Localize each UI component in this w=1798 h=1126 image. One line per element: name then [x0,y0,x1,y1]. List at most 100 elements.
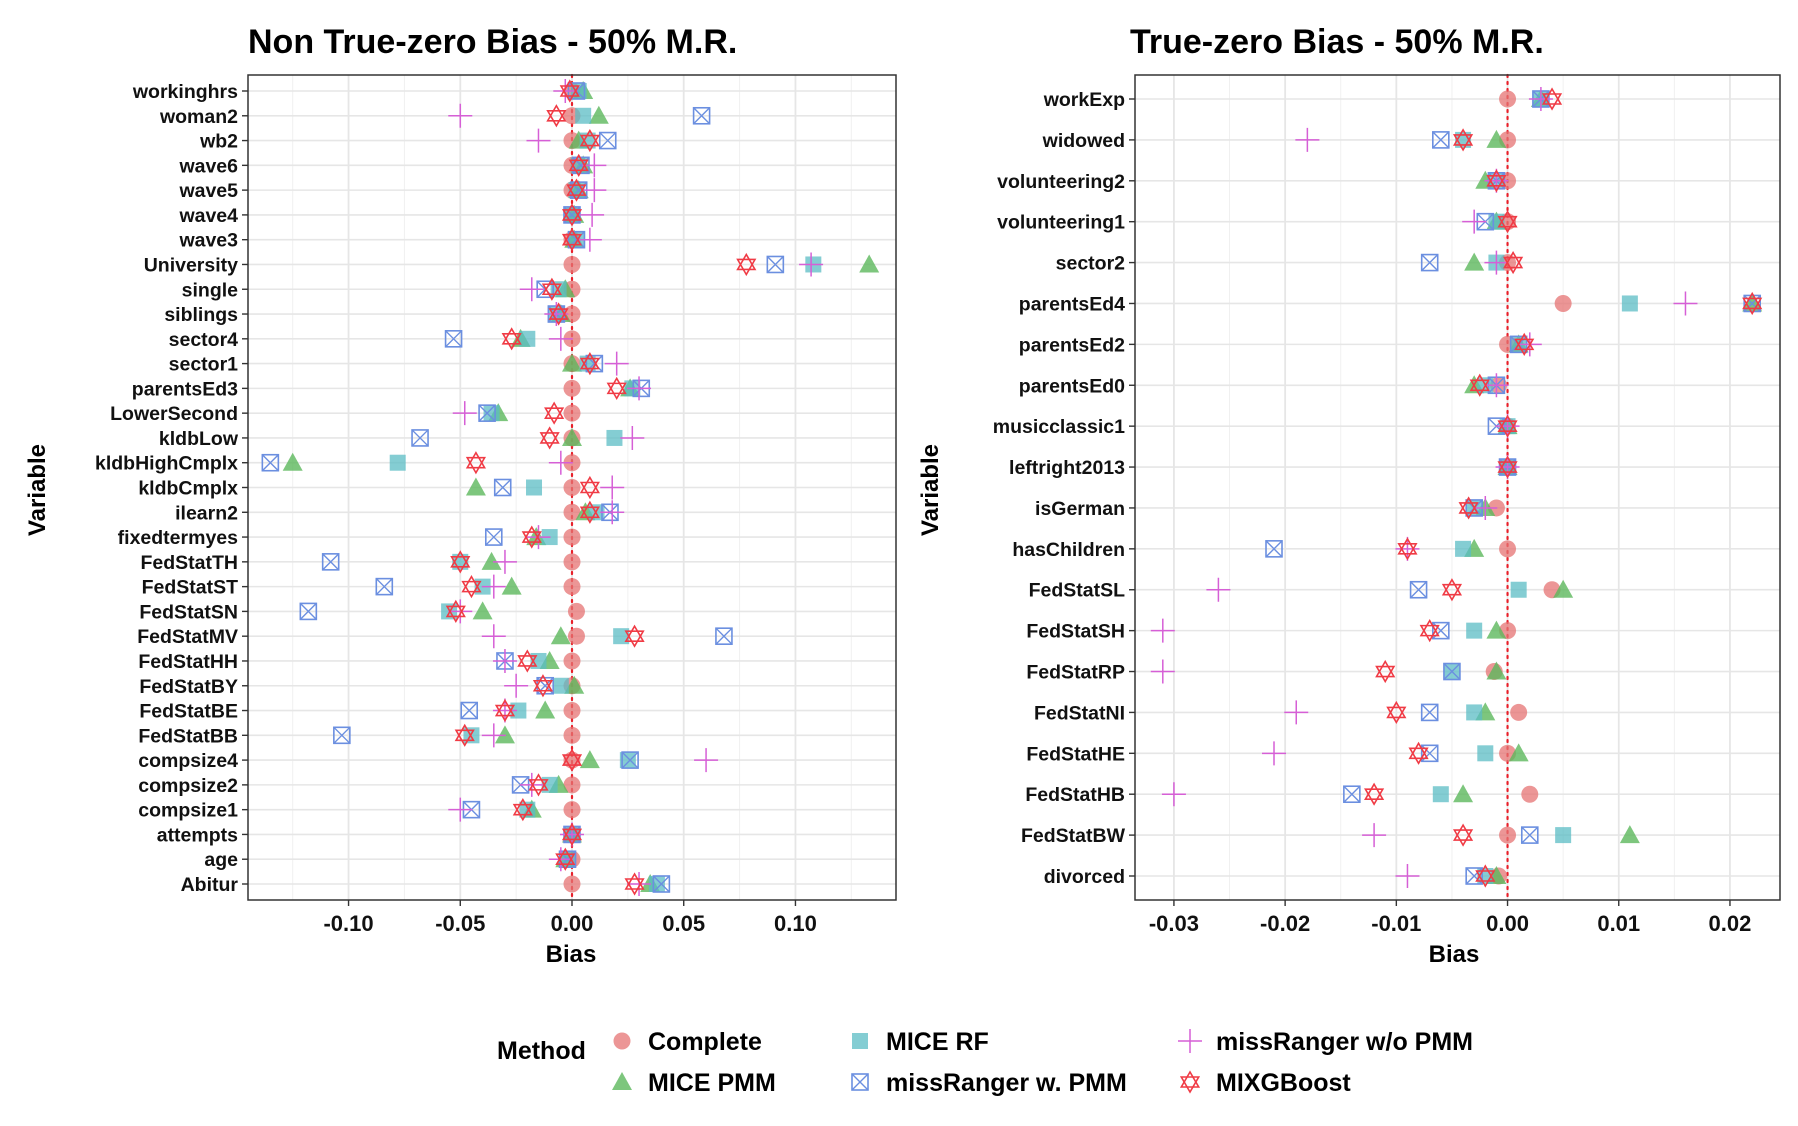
left-point-mixgboost-fedstatsn [445,599,466,624]
left-y-tick-label: age [204,849,238,871]
left-point-mice-rf-compsize4 [619,752,636,769]
left-point-missranger-w-o-pmm-abitur [627,872,652,896]
legend-key-missranger-w-pmm [851,1073,869,1091]
left-point-missranger-w-pmm-fedstatbb [333,726,351,745]
left-point-mixgboost-siblings [548,302,569,326]
left-point-missranger-w-o-pmm-ilearn2 [600,500,625,525]
legend-label-complete: Complete [648,1028,762,1056]
left-point-mice-rf-fedstathh [530,652,547,669]
left-y-tick-label: FedStatBY [139,676,238,698]
right-x-tick-label: -0.02 [1260,911,1310,936]
left-y-tick-label: kldbLow [159,428,239,450]
left-point-missranger-w-o-pmm-fedstathh [492,648,517,673]
right-point-missranger-w-pmm-fedstathb [1343,785,1361,804]
left-point-missranger-w-pmm-woman2 [692,106,711,125]
left-point-missranger-w-o-pmm-parentsed3 [627,376,652,401]
left-point-missranger-w-o-pmm-fedstatth [492,549,517,574]
left-y-tick-label: Abitur [181,874,239,896]
right-point-mixgboost-volunteering1 [1497,210,1518,234]
right-point-missranger-w-o-pmm-fedstatni [1284,700,1309,725]
left-point-missranger-w-o-pmm-wave5 [582,178,607,203]
left-y-tick-label: FedStatBB [138,725,238,747]
left-point-mixgboost-age [555,847,576,871]
left-point-complete-lowersecond [563,404,581,422]
left-point-mice-rf-fedstatbe [510,702,527,719]
left-point-mice-rf-kldbhighcmplx [389,454,406,471]
right-point-mice-rf-fedstatbw [1555,827,1572,844]
right-point-mixgboost-fedstatsl [1441,578,1463,602]
right-point-missranger-w-o-pmm-fedstathe [1262,741,1287,766]
right-point-missranger-w-o-pmm-sector2 [1484,250,1509,275]
left-y-tick-label: siblings [164,304,238,326]
left-point-missranger-w-o-pmm-single [519,277,544,302]
left-point-missranger-w-o-pmm-age [548,847,573,872]
right-point-missranger-w-pmm-widowed [1432,131,1450,149]
right-point-missranger-w-o-pmm-parentsed4 [1673,291,1698,316]
right-point-mixgboost-parentsed4 [1742,291,1763,316]
left-y-tick-label: kldbHighCmplx [95,453,238,475]
legend-key-mice-rf [852,1033,868,1049]
right-point-complete-fedstatbw [1499,826,1517,844]
legend-label-mice-rf: MICE RF [886,1028,989,1056]
left-point-complete-fedstatth [563,553,581,571]
right-y-tick-label: FedStatHE [1026,743,1125,765]
left-y-tick-label: kldbCmplx [138,478,238,500]
left-point-complete-fedstatsn [567,602,585,620]
right-point-mice-pmm-fedstathb [1453,784,1474,803]
right-y-tick-label: hasChildren [1012,539,1125,561]
right-point-mixgboost-divorced [1475,864,1496,888]
left-point-mice-pmm-fedstatsn [472,601,493,620]
left-point-missranger-w-o-pmm-workinghrs [553,79,578,103]
left-point-missranger-w-o-pmm-compsize4 [694,748,719,773]
right-point-mice-rf-fedstathe [1477,745,1494,762]
right-point-mixgboost-musicclassic1 [1497,414,1518,438]
left-point-missranger-w-o-pmm-wb2 [526,128,551,153]
right-point-mixgboost-fedstatrp [1375,659,1396,684]
left-point-mice-pmm-kldblow [562,427,582,446]
left-point-mixgboost-fedstatmv [624,624,645,648]
right-y-tick-label: FedStatNI [1034,702,1125,724]
right-point-complete-fedstathb [1521,785,1539,803]
left-point-complete-compsize1 [563,801,581,819]
left-x-tick-label: -0.05 [435,911,485,936]
left-y-tick-label: sector4 [169,329,239,351]
right-point-complete-workexp [1499,90,1517,108]
left-y-tick-label: FedStatST [142,577,239,599]
left-point-mice-pmm-fedstatst [501,576,522,595]
left-point-missranger-w-o-pmm-fedstatbe [492,698,517,723]
left-point-mixgboost-parentsed3 [606,376,627,400]
right-point-missranger-w-pmm-sector2 [1420,253,1439,272]
left-point-mixgboost-fedstatbb [454,723,475,747]
right-y-axis-title: Variable [917,444,944,536]
left-point-complete-ilearn2 [563,503,581,521]
left-point-mice-pmm-fedstatbb [494,725,515,744]
right-panel-title: True-zero Bias - 50% M.R. [1130,23,1544,61]
right-x-tick-label: -0.01 [1371,911,1421,936]
left-point-mixgboost-fedstatbe [494,698,516,723]
left-panel: Non True-zero Bias - 50% M.R. Bias Varia… [24,23,897,968]
left-point-mice-pmm-sector1 [562,353,582,372]
legend-title: Method [497,1037,586,1065]
right-point-complete-fedstatni [1510,703,1528,721]
left-point-missranger-w-o-pmm-wave4 [580,202,605,227]
right-point-mice-rf-parentsed4 [1621,295,1638,312]
left-y-tick-label: FedStatSN [139,601,238,623]
right-y-tick-label: FedStatBW [1021,825,1126,847]
left-point-missranger-w-o-pmm-sector4 [548,326,573,351]
right-point-missranger-w-o-pmm-volunteering1 [1462,209,1487,234]
left-point-mice-pmm-fedstatbe [535,700,556,719]
left-point-mixgboost-ilearn2 [579,500,600,524]
right-point-mixgboost-parentsed0 [1469,373,1490,397]
left-y-axis-title: Variable [24,444,51,536]
left-point-missranger-w-o-pmm-wave3 [577,227,602,252]
left-point-mixgboost-fedstatth [450,550,471,574]
right-point-missranger-w-pmm-fedstatbw [1520,826,1539,844]
right-point-missranger-w-o-pmm-haschildren [1395,536,1420,561]
right-point-missranger-w-o-pmm-fedstathb [1161,782,1186,807]
left-point-mice-rf-woman2 [575,107,592,124]
left-point-missranger-w-pmm-university [766,255,785,274]
left-point-mixgboost-abitur [624,872,645,896]
left-point-complete-kldbcmplx [563,479,581,496]
left-point-mixgboost-wb2 [579,128,600,153]
left-point-mixgboost-lowersecond [544,401,565,425]
